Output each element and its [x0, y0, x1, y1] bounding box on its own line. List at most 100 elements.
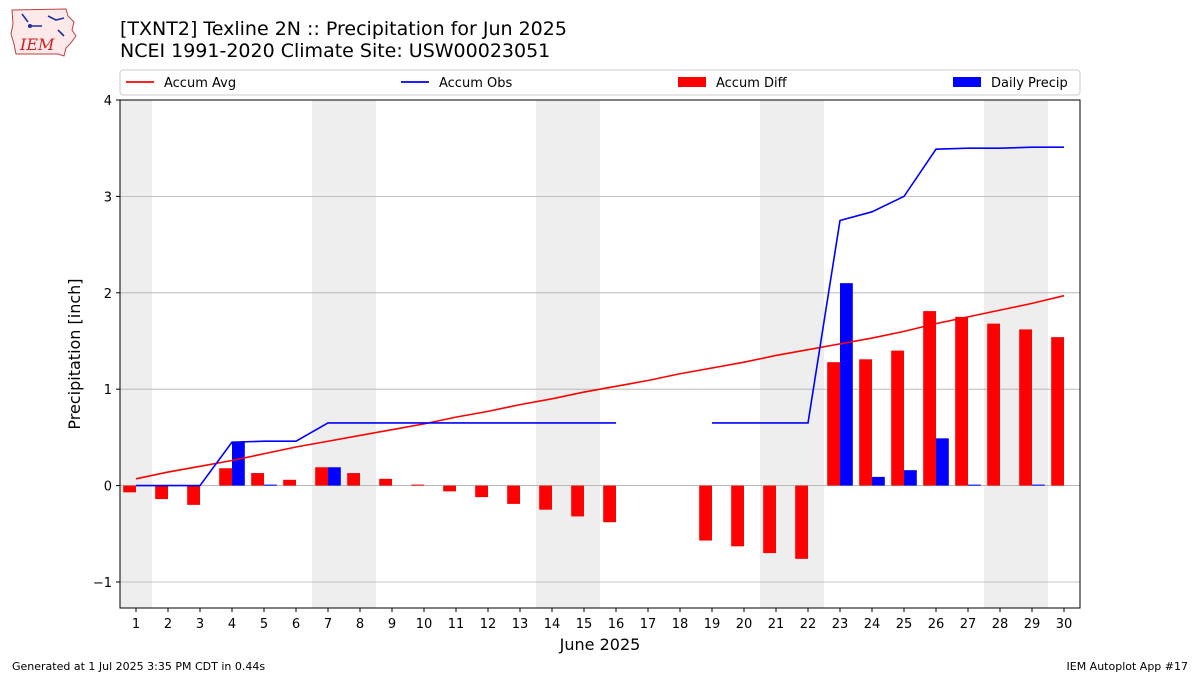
legend-label: Accum Obs — [439, 76, 512, 91]
x-tick-label: 9 — [388, 617, 396, 632]
y-tick-label: 1 — [104, 383, 112, 398]
accum-diff-bar — [603, 485, 616, 523]
x-axis-label: June 2025 — [559, 635, 641, 654]
y-tick-label: 2 — [104, 287, 112, 302]
accum-diff-bar — [187, 485, 200, 505]
x-tick-label: 5 — [260, 617, 268, 632]
iem-logo: IEM — [8, 6, 80, 58]
generated-note: Generated at 1 Jul 2025 3:35 PM CDT in 0… — [12, 660, 266, 673]
y-tick-label: 0 — [104, 480, 112, 495]
x-tick-label: 19 — [704, 617, 721, 632]
accum-diff-bar — [507, 485, 520, 504]
accum-diff-bar — [123, 485, 136, 493]
weekend-band — [312, 100, 376, 608]
weekend-band — [120, 100, 152, 608]
x-tick-label: 4 — [228, 617, 236, 632]
weekend-bands — [120, 100, 1048, 608]
x-tick-label: 16 — [608, 617, 625, 632]
x-tick-label: 13 — [512, 617, 529, 632]
legend-label: Accum Diff — [716, 76, 788, 91]
plot-frame — [119, 99, 1081, 609]
chart-title: [TXNT2] Texline 2N :: Precipitation for … — [120, 18, 567, 40]
accum-diff-bar — [571, 485, 584, 517]
x-tick-label: 10 — [416, 617, 433, 632]
accum-diff-bar — [315, 467, 328, 486]
x-tick-label: 23 — [832, 617, 849, 632]
legend-swatch — [953, 77, 981, 87]
y-axis-label: Precipitation [inch] — [65, 278, 84, 429]
y-tick-label: 4 — [104, 94, 112, 109]
x-tick-label: 26 — [928, 617, 945, 632]
logo-text: IEM — [19, 35, 55, 54]
accum-diff-bar — [475, 485, 488, 498]
x-tick-label: 28 — [992, 617, 1009, 632]
accum-diff-bar — [443, 485, 456, 492]
x-tick-label: 14 — [544, 617, 561, 632]
x-tick-label: 6 — [292, 617, 300, 632]
accum-diff-bar — [539, 485, 552, 510]
x-tick-label: 8 — [356, 617, 364, 632]
x-tick-label: 11 — [448, 617, 465, 632]
accum-diff-bar — [1051, 337, 1064, 486]
accum-avg-line — [135, 294, 1065, 480]
accum-diff-bar — [1019, 329, 1032, 486]
daily-precip-bar — [936, 438, 949, 486]
accum-diff-bar — [155, 485, 168, 500]
x-tick-label: 24 — [864, 617, 881, 632]
daily-precip-bar — [872, 476, 885, 486]
x-tick-label: 18 — [672, 617, 689, 632]
x-tick-label: 29 — [1024, 617, 1041, 632]
accum-diff-bar — [795, 485, 808, 559]
x-tick-label: 27 — [960, 617, 977, 632]
bars — [123, 283, 1064, 559]
accum-diff-bar — [859, 359, 872, 486]
y-tick-label: 3 — [104, 190, 112, 205]
daily-precip-bar — [264, 484, 277, 486]
accum-diff-bar — [379, 478, 392, 486]
x-tick-label: 7 — [324, 617, 332, 632]
daily-precip-bar — [840, 283, 853, 486]
legend-label: Daily Precip — [991, 76, 1068, 91]
daily-precip-bar — [968, 484, 981, 486]
accum-diff-bar — [763, 485, 776, 554]
accum-diff-bar — [411, 484, 424, 486]
accum-diff-bar — [347, 473, 360, 486]
accum-diff-bar — [699, 485, 712, 541]
weekend-band — [536, 100, 600, 608]
accum-diff-bar — [987, 323, 1000, 486]
x-tick-label: 17 — [640, 617, 657, 632]
accum-diff-bar — [219, 468, 232, 486]
x-tick-label: 30 — [1056, 617, 1073, 632]
accum-diff-bar — [251, 473, 264, 486]
accum-diff-bar — [891, 350, 904, 486]
accum-obs-line — [712, 146, 1064, 424]
y-tick-label: −1 — [93, 576, 112, 591]
chart-subtitle: NCEI 1991-2020 Climate Site: USW00023051 — [120, 40, 551, 62]
x-tick-label: 21 — [768, 617, 785, 632]
x-tick-label: 12 — [480, 617, 497, 632]
accum-diff-bar — [923, 311, 936, 486]
x-tick-label: 2 — [164, 617, 172, 632]
legend-label: Accum Avg — [164, 76, 236, 91]
accum-obs-line — [136, 422, 616, 487]
legend-box — [119, 69, 1081, 96]
legend: Accum Avg Accum Obs Accum Diff Daily Precip — [119, 69, 1081, 96]
accum-diff-bar — [955, 316, 968, 486]
legend-swatch — [678, 77, 706, 87]
x-tick-label: 25 — [896, 617, 913, 632]
daily-precip-bar — [232, 442, 245, 486]
x-tick-label: 22 — [800, 617, 817, 632]
accum-diff-bar — [731, 485, 744, 547]
daily-precip-bar — [328, 467, 341, 486]
accum-diff-bar — [283, 479, 296, 486]
x-tick-label: 3 — [196, 617, 204, 632]
lines — [135, 146, 1065, 487]
x-tick-label: 20 — [736, 617, 753, 632]
app-note: IEM Autoplot App #17 — [1066, 660, 1189, 673]
daily-precip-bar — [1032, 484, 1045, 486]
accum-diff-bar — [827, 362, 840, 486]
x-tick-label: 1 — [132, 617, 140, 632]
x-tick-label: 15 — [576, 617, 593, 632]
